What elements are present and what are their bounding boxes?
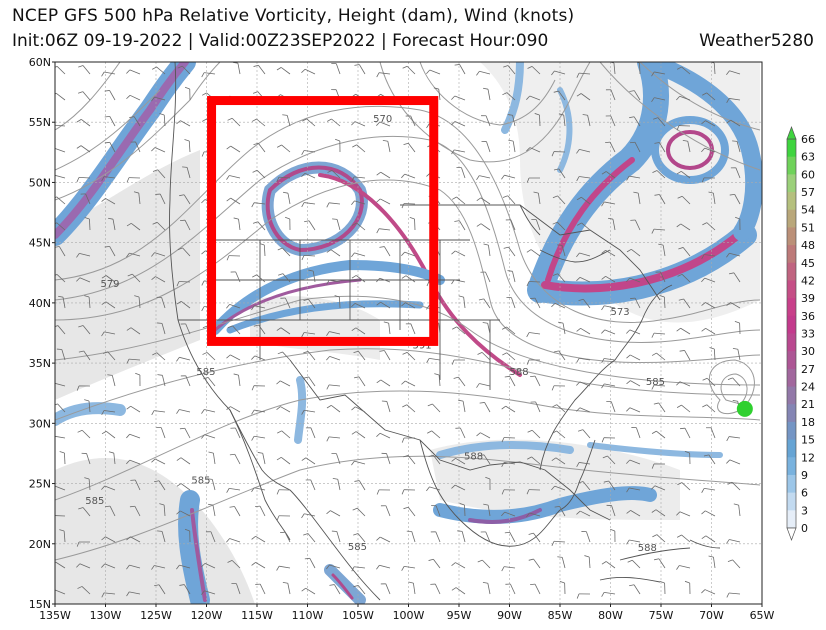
colorbar-tick-label: 51 [801, 221, 815, 234]
colorbar-tick-label: 0 [801, 522, 808, 535]
colorbar-segment [787, 156, 796, 175]
graticule [55, 62, 762, 604]
longitude-label: 95W [447, 609, 472, 622]
map-title: NCEP GFS 500 hPa Relative Vorticity, Hei… [12, 6, 575, 26]
colorbar-tick-label: 27 [801, 363, 815, 376]
colorbar-tick-label: 66 [801, 133, 815, 146]
height-contour-label: 585 [196, 367, 215, 378]
longitude-label: 135W [39, 609, 71, 622]
longitude-label: 105W [342, 609, 374, 622]
latitude-label: 45N [29, 237, 51, 250]
colorbar-tick-label: 57 [801, 186, 815, 199]
height-contour-label: 585 [191, 476, 210, 487]
height-contour-label: 573 [611, 307, 630, 318]
colorbar-tick-label: 30 [801, 345, 815, 358]
latitude-label: 15N [29, 598, 51, 611]
longitude-label: 125W [140, 609, 172, 622]
colorbar-segment [787, 457, 796, 476]
height-contour-label: 588 [464, 451, 483, 462]
colorbar-segment [787, 280, 796, 299]
latitude-label: 25N [29, 478, 51, 491]
height-contour-label: 570 [373, 114, 392, 125]
colorbar-tick-label: 45 [801, 257, 815, 270]
longitude-label: 115W [241, 609, 273, 622]
longitude-label: 75W [649, 609, 674, 622]
colorbar-tick-label: 60 [801, 168, 815, 181]
latitude-label: 35N [29, 357, 51, 370]
colorbar-segment [787, 174, 796, 193]
colorbar: 6663605754514845423936333027242118151296… [786, 126, 815, 541]
longitude-label: 85W [548, 609, 573, 622]
colorbar-tick-label: 6 [801, 487, 808, 500]
latitude-label: 60N [29, 56, 51, 69]
colorbar-tick-label: 9 [801, 469, 808, 482]
storm-center-marker [736, 400, 753, 417]
height-contour-label: 588 [638, 543, 657, 554]
colorbar-tick-label: 15 [801, 434, 815, 447]
height-contour-label: 585 [646, 377, 665, 388]
coastlines-borders [169, 62, 721, 601]
colorbar-segment [787, 474, 796, 494]
colorbar-segment [787, 227, 796, 246]
colorbar-segment [787, 298, 796, 317]
colorbar-segment [787, 333, 796, 352]
colorbar-bottom-arrow [786, 527, 797, 541]
colorbar-segment [787, 139, 796, 158]
colorbar-segment [787, 192, 796, 211]
colorbar-segment [787, 315, 796, 334]
colorbar-tick-label: 3 [801, 504, 808, 517]
latitude-label: 40N [29, 297, 51, 310]
longitude-label: 65W [750, 609, 775, 622]
colorbar-tick-label: 42 [801, 274, 815, 287]
latitude-label: 50N [29, 176, 51, 189]
height-contour-label: 585 [85, 496, 104, 507]
colorbar-segment [787, 262, 796, 281]
longitude-label: 110W [292, 609, 324, 622]
longitude-label: 100W [393, 609, 425, 622]
colorbar-tick-label: 18 [801, 416, 815, 429]
colorbar-tick-label: 21 [801, 398, 815, 411]
longitude-label: 70W [699, 609, 724, 622]
latitude-label: 55N [29, 116, 51, 129]
colorbar-top-arrow [786, 126, 797, 140]
longitude-label: 90W [497, 609, 522, 622]
colorbar-tick-label: 33 [801, 328, 815, 341]
colorbar-segment [787, 368, 796, 388]
colorbar-tick-label: 48 [801, 239, 815, 252]
colorbar-tick-label: 39 [801, 292, 815, 305]
height-contour-label: 579 [100, 279, 119, 290]
longitude-label: 80W [598, 609, 623, 622]
latitude-label: 30N [29, 417, 51, 430]
colorbar-tick-label: 63 [801, 151, 815, 164]
colorbar-segment [787, 386, 796, 405]
colorbar-segment [787, 510, 796, 529]
wind-barbs [55, 62, 741, 599]
height-contour-label: 588 [510, 367, 529, 378]
colorbar-segment [787, 404, 796, 423]
colorbar-segment [787, 421, 796, 441]
colorbar-tick-label: 36 [801, 310, 815, 323]
colorbar-segment [787, 351, 796, 370]
height-contour-label: 585 [348, 542, 367, 553]
latitude-labels: 60N 55N 50N 45N 40N 35N 30N 25N 20N 15N [29, 56, 55, 611]
colorbar-segment [787, 492, 796, 511]
colorbar-tick-label: 12 [801, 451, 815, 464]
longitude-label: 130W [90, 609, 122, 622]
brand-label: Weather5280 [699, 31, 814, 51]
longitude-label: 120W [191, 609, 223, 622]
map-subtitle: Init:06Z 09-19-2022 | Valid:00Z23SEP2022… [12, 31, 549, 51]
latitude-label: 20N [29, 538, 51, 551]
colorbar-tick-label: 54 [801, 204, 815, 217]
colorbar-segment [787, 209, 796, 228]
colorbar-segment [787, 439, 796, 458]
colorbar-tick-label: 24 [801, 381, 815, 394]
contour-labels: 579 570 591 588 585 585 588 585 585 588 585 573 [85, 114, 665, 554]
highlight-box [207, 96, 439, 346]
longitude-labels: 135W 130W 125W 120W 115W 110W 105W 100W 95W 90W 85… [39, 604, 775, 622]
height-contour-label: 591 [413, 341, 432, 352]
colorbar-segment [787, 245, 796, 264]
